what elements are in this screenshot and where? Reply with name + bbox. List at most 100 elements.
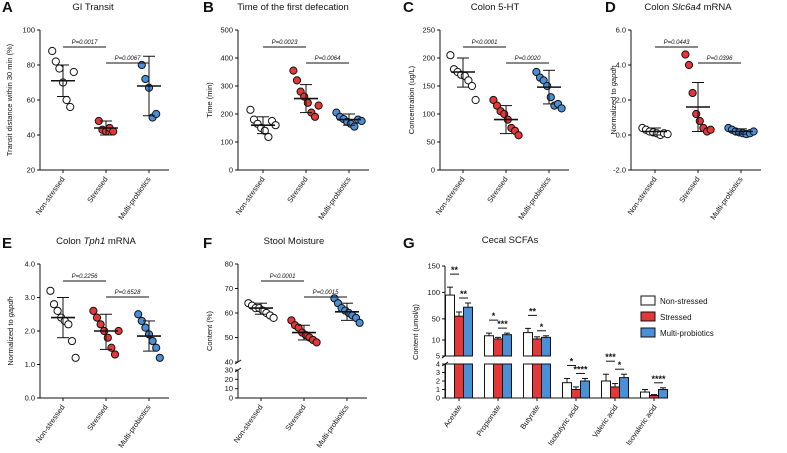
data-point (148, 336, 157, 346)
y-axis-label: Concentration (ug/L) (407, 65, 416, 134)
panel-D: D Colon Slc6a4 mRNA -2.0 0.0 2.0 4.0 6.0 Normal… (605, 0, 761, 221)
y-tick-label: -2.0 (613, 166, 626, 175)
bar-lower-segment (454, 363, 464, 399)
y-tick-label: 50 (427, 138, 435, 147)
x-tick-label: Isobutyric acid (546, 403, 581, 447)
y-tick-label: 400 (220, 54, 233, 63)
y-tick-label: 100 (22, 26, 35, 35)
y-tick-label: 10 (225, 384, 233, 393)
y-tick-label: 200 (220, 110, 233, 119)
y-tick-label: 40 (225, 358, 233, 367)
significance-label: ** (529, 306, 537, 316)
bar (493, 338, 503, 357)
panel-letter: G (403, 235, 415, 252)
significance-label: ** (451, 265, 459, 275)
y-tick-label: 60 (225, 309, 233, 318)
bar-lower-segment (532, 363, 542, 399)
bar (523, 332, 533, 357)
chart-title: Time of the first defecation (237, 2, 349, 13)
y-tick-label: 4.0 (25, 260, 35, 269)
bar (562, 382, 572, 399)
panel-letter: A (2, 0, 13, 16)
data-point (489, 95, 498, 105)
panel-letter: F (203, 235, 212, 252)
bar-lower-segment (463, 363, 473, 399)
data-point (355, 318, 364, 327)
y-axis-label: Content (umol/g) (411, 304, 420, 360)
x-tick-label: Propionate (474, 403, 502, 438)
data-point (51, 57, 60, 66)
legend-label: Multi-probiotics (660, 329, 714, 338)
y-axis-label: Content (%) (205, 310, 214, 351)
y-tick-label: 10 (432, 336, 440, 345)
bar (640, 391, 650, 399)
bar (502, 334, 512, 357)
chart-title: Colon Slc6a4 mRNA (644, 2, 732, 13)
data-point (684, 60, 694, 70)
data-point (152, 343, 161, 352)
bar (454, 315, 464, 357)
y-tick-label: 30 (225, 366, 233, 375)
data-point (464, 76, 473, 85)
data-point (62, 95, 71, 105)
x-tick-label: Non-stressed (434, 175, 467, 217)
panel-B: B Time of the first defecation 0 100 200 300 4… (203, 0, 369, 221)
y-axis-label: Normalized to gapdh (609, 65, 618, 134)
data-point (152, 109, 161, 119)
y-tick-label: 1.0 (25, 360, 35, 369)
significance-label: * (540, 322, 544, 332)
x-tick-label: Valeric acid (590, 403, 619, 439)
data-point (543, 81, 552, 91)
data-point (350, 122, 359, 131)
data-point (67, 336, 77, 346)
data-point (110, 350, 120, 359)
significance-label: ** (460, 289, 468, 299)
p-value-label: P=0.0015 (313, 290, 340, 296)
data-point (312, 338, 321, 347)
y-tick-label: 0 (431, 166, 435, 175)
data-point (64, 320, 73, 329)
bar (571, 389, 581, 399)
chart-title: Colon 5-HT (471, 2, 520, 13)
bar (532, 338, 542, 357)
x-tick-label: Multi-probiotics (116, 175, 152, 222)
y-axis-label: Transit distance within 30 min (%) (5, 43, 14, 156)
bar-lower-segment (541, 363, 551, 399)
y-tick-label: 100 (422, 110, 435, 119)
y-tick-label: 6.0 (616, 26, 626, 35)
x-tick-label: Stressed (285, 175, 309, 204)
y-tick-label: 4.0 (616, 61, 626, 70)
data-point (48, 46, 57, 56)
x-tick-label: Non-stressed (34, 403, 67, 445)
x-tick-label: Stressed (485, 175, 509, 204)
data-point (92, 313, 102, 322)
bar (619, 377, 629, 399)
y-tick-label: 3.0 (25, 293, 35, 302)
bar (541, 336, 551, 357)
x-tick-label: Stressed (85, 175, 109, 204)
bar-lower-segment (493, 363, 503, 399)
p-value-label: P=0.0396 (707, 56, 734, 62)
x-tick-label: Multi-probiotics (708, 175, 744, 222)
y-tick-label: 0 (229, 166, 233, 175)
p-value-label: P=0.0023 (272, 40, 299, 46)
bar-lower-segment (445, 363, 455, 399)
chart-title: Stool Moisture (264, 236, 325, 247)
y-tick-label: 5 (436, 352, 440, 361)
data-point (695, 116, 704, 126)
data-point (269, 313, 278, 322)
y-tick-label: 50 (225, 333, 233, 342)
legend-swatch (640, 311, 656, 322)
y-tick-label: 2.0 (616, 96, 626, 105)
x-tick-label: Non-stressed (626, 175, 659, 217)
y-tick-label: 70 (225, 284, 233, 293)
panel-letter: B (203, 0, 214, 16)
data-point (303, 98, 312, 107)
data-point (467, 81, 477, 91)
p-value-label: P<0.0001 (472, 40, 498, 46)
data-point (471, 95, 480, 105)
data-point (357, 116, 366, 126)
x-tick-label: Multi-probiotics (116, 403, 152, 450)
y-tick-label: 1 (436, 385, 440, 394)
